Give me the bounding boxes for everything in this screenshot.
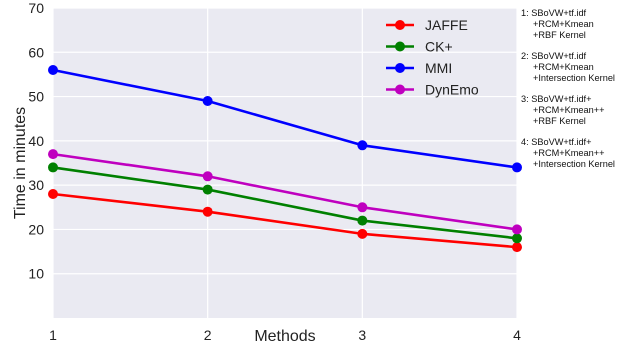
y-tick-label-50: 50 — [28, 89, 44, 105]
method-note-line: +RCM+Kmean++ — [533, 105, 605, 115]
method-note-3: 3: SBoVW+tf.idf+ +RCM+Kmean++ +RBF Kernel — [521, 94, 639, 127]
data-point-dynemo-3 — [357, 202, 368, 213]
data-point-dynemo-4 — [512, 224, 522, 235]
method-note-line: +RBF Kernel — [533, 116, 586, 126]
legend-label-ck: CK+ — [425, 39, 453, 55]
data-point-jaffe-1 — [48, 189, 58, 199]
method-note-line: +Intersection Kernel — [533, 73, 615, 83]
series-line-ck — [52, 166, 518, 240]
method-note-line: 3: SBoVW+tf.idf+ — [521, 94, 592, 104]
x-tick-label-4: 4 — [513, 327, 521, 343]
y-tick-label-40: 40 — [28, 133, 44, 149]
method-note-line: 4: SBoVW+tf.idf+ — [521, 137, 592, 147]
method-note-2: 2: SBoVW+tf.idf +RCM+Kmean +Intersection K… — [521, 51, 639, 84]
data-point-mmi-1 — [48, 65, 58, 75]
y-tick-label-60: 60 — [28, 44, 44, 60]
data-point-mmi-3 — [357, 140, 368, 151]
method-note-line: +RCM+Kmean — [533, 62, 594, 72]
y-tick-label-10: 10 — [28, 266, 44, 282]
series-group — [48, 65, 522, 253]
data-point-jaffe-4 — [512, 242, 522, 253]
legend-marker-dynemo — [395, 84, 405, 95]
method-note-line: +RCM+Kmean — [533, 19, 594, 29]
legend-marker-ck — [395, 41, 405, 52]
method-note-4: 4: SBoVW+tf.idf+ +RCM+Kmean++ +Intersectio… — [521, 137, 639, 170]
x-axis-label: Methods — [254, 328, 315, 345]
data-point-dynemo-2 — [202, 171, 213, 182]
legend-marker-jaffe — [395, 20, 405, 30]
series-line-jaffe — [52, 192, 518, 249]
legend-marker-mmi — [395, 63, 405, 73]
x-tick-label-2: 2 — [204, 327, 212, 343]
data-point-mmi-2 — [202, 96, 213, 106]
y-tick-label-20: 20 — [28, 221, 44, 237]
method-note-line: +Intersection Kernel — [533, 159, 615, 169]
data-point-jaffe-3 — [357, 228, 368, 239]
method-note-line: +RBF Kernel — [533, 30, 586, 40]
x-tick-labels: 1 2 3 4 — [49, 327, 521, 343]
data-point-dynemo-1 — [48, 149, 58, 160]
legend-label-mmi: MMI — [425, 60, 452, 76]
series-line-dynemo — [52, 152, 518, 231]
legend-label-dynemo: DynEmo — [425, 82, 479, 98]
data-point-ck-3 — [357, 215, 368, 226]
method-note-line: 1: SBoVW+tf.idf — [521, 8, 587, 18]
method-note-line: 2: SBoVW+tf.idf — [521, 51, 587, 61]
grid-lines — [52, 7, 518, 318]
x-tick-label-1: 1 — [49, 327, 57, 343]
method-annotations: 1: SBoVW+tf.idf +RCM+Kmean +RBF Kernel 2: S… — [521, 8, 639, 180]
plot-area — [53, 8, 517, 318]
method-note-line: +RCM+Kmean++ — [533, 148, 605, 158]
x-tick-label-3: 3 — [358, 327, 366, 343]
data-point-mmi-4 — [512, 162, 522, 173]
data-point-jaffe-2 — [202, 206, 213, 217]
series-line-mmi — [52, 68, 518, 169]
legend: JAFFE CK+ MMI DynEmo — [386, 17, 479, 98]
y-tick-labels: 10 20 30 40 50 60 70 — [28, 0, 44, 282]
method-note-1: 1: SBoVW+tf.idf +RCM+Kmean +RBF Kernel — [521, 8, 639, 41]
y-tick-label-70: 70 — [28, 0, 44, 16]
legend-label-jaffe: JAFFE — [425, 17, 468, 33]
data-point-ck-4 — [512, 233, 522, 244]
y-tick-label-30: 30 — [28, 177, 44, 193]
data-point-ck-1 — [48, 162, 58, 173]
data-point-ck-2 — [202, 184, 213, 195]
y-axis-label: Time in minutes — [12, 107, 29, 219]
